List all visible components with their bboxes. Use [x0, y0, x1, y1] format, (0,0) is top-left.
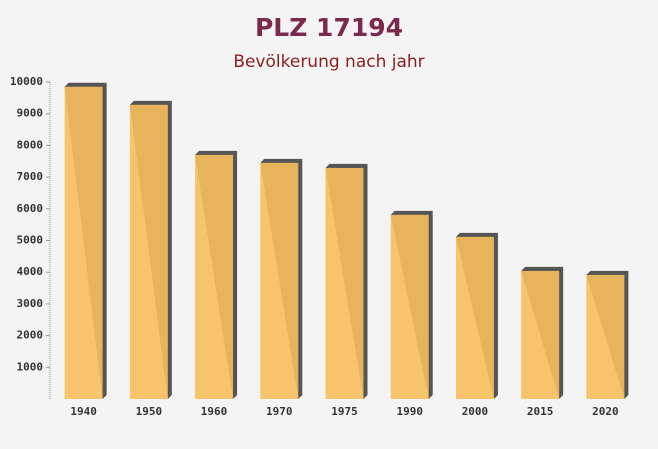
x-tick-label: 2020	[592, 405, 619, 418]
x-tick-label: 1950	[136, 405, 163, 418]
bar	[129, 104, 168, 399]
y-tick-label: 2000	[17, 329, 44, 342]
y-tick-label: 4000	[17, 265, 44, 278]
x-tick-label: 2015	[527, 405, 554, 418]
x-tick-label: 1940	[70, 405, 97, 418]
x-tick-label: 2000	[462, 405, 489, 418]
bar	[195, 154, 234, 399]
y-tick-label: 7000	[17, 170, 44, 183]
y-tick-label: 1000	[17, 360, 44, 373]
y-tick-label: 8000	[17, 138, 44, 151]
bar	[390, 214, 429, 399]
bar	[455, 236, 494, 399]
y-tick-label: 3000	[17, 297, 44, 310]
bar	[64, 86, 103, 399]
bar	[521, 270, 560, 399]
bar	[260, 162, 299, 399]
chart-title: PLZ 17194	[255, 13, 403, 42]
y-tick-label: 5000	[17, 234, 44, 247]
x-tick-label: 1970	[266, 405, 293, 418]
x-tick-label: 1990	[396, 405, 423, 418]
y-tick-label: 6000	[17, 202, 44, 215]
x-tick-label: 1960	[201, 405, 228, 418]
y-tick-label: 9000	[17, 107, 44, 120]
bar	[586, 274, 625, 399]
x-tick-label: 1975	[331, 405, 358, 418]
chart-subtitle: Bevölkerung nach jahr	[233, 52, 424, 72]
y-tick-label: 10000	[10, 75, 43, 88]
bar	[325, 167, 364, 399]
